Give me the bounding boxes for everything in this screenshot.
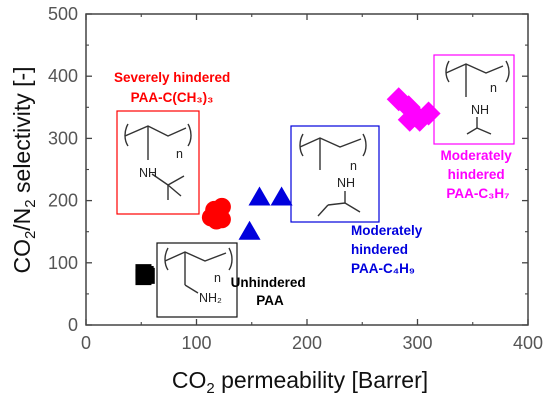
repeat-label: n xyxy=(176,147,183,161)
series-2 xyxy=(238,186,293,240)
structure-moderately-hindered-c3h7: n NH xyxy=(433,54,515,145)
structure-unhindered: n NH₂ xyxy=(156,242,238,318)
annotation-line: PAA xyxy=(256,293,284,308)
x-axis-title: CO2 permeability [Barrer] xyxy=(172,367,428,397)
data-point-triangle xyxy=(270,186,293,206)
repeat-label: n xyxy=(214,271,221,285)
axis-ticks xyxy=(85,13,529,326)
y-tick-label: 200 xyxy=(48,191,78,211)
annotation-unhindered: Unhindered PAA xyxy=(231,275,310,308)
series-1 xyxy=(201,197,231,230)
y-tick-label: 300 xyxy=(48,128,78,148)
annotation-line: PAA-C₄H₉ xyxy=(351,261,415,276)
data-point-triangle xyxy=(238,220,261,240)
annotation-line: Moderately xyxy=(351,223,423,238)
y-axis-title: CO2/N2 selectivity [-] xyxy=(9,66,39,273)
annotation-line: PAA-C(CH₃)₃ xyxy=(131,90,214,105)
x-tick-label: 200 xyxy=(292,333,322,353)
x-tick-label: 400 xyxy=(513,333,543,353)
primary-amine-label: NH₂ xyxy=(199,291,222,305)
data-point-square xyxy=(138,267,155,284)
series-3 xyxy=(386,87,441,132)
annotation-line: hindered xyxy=(351,242,408,257)
x-tick-label: 300 xyxy=(402,333,432,353)
y-tick-label: 400 xyxy=(48,66,78,86)
y-tick-label: 0 xyxy=(68,315,78,335)
series-0 xyxy=(135,264,155,286)
annotation-severely-hindered: Severely hindered PAA-C(CH₃)₃ xyxy=(114,70,234,105)
data-point-triangle xyxy=(248,186,271,206)
annotation-line: Severely hindered xyxy=(114,70,230,85)
annotation-moderately-hindered-c4h9: Moderately hindered PAA-C₄H₉ xyxy=(351,223,426,276)
annotation-line: Moderately xyxy=(440,148,512,163)
annotation-moderately-hindered-c3h7: Moderately hindered PAA-C₃H₇ xyxy=(440,148,515,201)
data-point-circle xyxy=(205,200,224,219)
structure-moderately-hindered-c4h9: n NH xyxy=(290,125,380,223)
repeat-label: n xyxy=(350,159,357,173)
annotation-line: hindered xyxy=(448,167,505,182)
x-tick-label: 0 xyxy=(81,333,91,353)
annotation-line: Unhindered xyxy=(231,275,306,290)
amine-label: NH xyxy=(337,176,355,190)
x-tick-label: 100 xyxy=(181,333,211,353)
repeat-label: n xyxy=(490,81,497,95)
annotation-line: PAA-C₃H₇ xyxy=(446,186,509,201)
y-tick-label: 500 xyxy=(48,4,78,24)
structure-severely-hindered: n NH xyxy=(116,110,200,215)
amine-label: NH xyxy=(139,166,157,180)
axis-tick-labels: 0 100 200 300 400 0 100 200 300 400 500 xyxy=(48,4,543,353)
y-tick-label: 100 xyxy=(48,253,78,273)
amine-label: NH xyxy=(471,103,489,117)
data-point-diamond xyxy=(397,107,422,132)
data-points xyxy=(135,87,441,286)
